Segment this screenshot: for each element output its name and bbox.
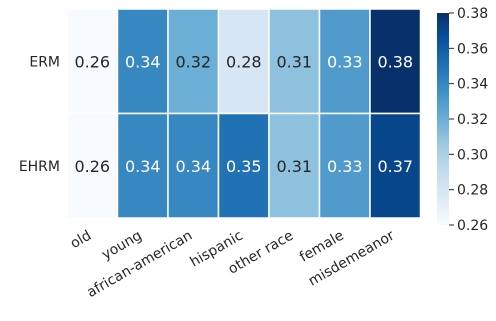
colorbar-tick-label: 0.36 xyxy=(457,41,488,57)
heatmap-cell xyxy=(116,8,169,115)
colorbar-gradient xyxy=(437,13,449,225)
cell-annotation: 0.28 xyxy=(226,52,262,71)
colorbar-tick-label: 0.34 xyxy=(457,77,488,93)
cell-annotation: 0.32 xyxy=(175,52,211,71)
colorbar-tick-label: 0.32 xyxy=(457,112,488,128)
colorbar-tick-label: 0.28 xyxy=(457,183,488,199)
cell-annotation: 0.31 xyxy=(276,157,312,176)
cell-annotation: 0.37 xyxy=(377,157,413,176)
cell-annotations: 0.26 0.34 0.32 0.28 0.31 0.33 0.38 0.26 0.34 0.34… xyxy=(74,52,413,176)
cell-annotation: 0.33 xyxy=(327,52,363,71)
cell-annotation: 0.38 xyxy=(377,52,413,71)
cell-annotation: 0.33 xyxy=(327,157,363,176)
heatmap-cell xyxy=(66,112,119,219)
heatmap-cell xyxy=(318,112,371,219)
colorbar: 0.26 0.28 0.30 0.32 0.34 0.36 0.38 xyxy=(437,6,488,234)
row-label: EHRM xyxy=(19,159,60,175)
cell-annotation: 0.34 xyxy=(125,52,161,71)
cell-annotation: 0.26 xyxy=(74,157,110,176)
column-label: misdemeanor xyxy=(306,227,398,289)
heatmap-cell xyxy=(318,8,371,115)
heatmap-cell xyxy=(268,112,321,219)
colorbar-tick-label: 0.38 xyxy=(457,6,488,22)
row-label: ERM xyxy=(29,54,60,70)
cell-annotation: 0.34 xyxy=(125,157,161,176)
column-label: old xyxy=(68,228,94,253)
cell-annotation: 0.31 xyxy=(276,52,312,71)
cell-annotation: 0.26 xyxy=(74,52,110,71)
cell-annotation: 0.35 xyxy=(226,157,262,176)
colorbar-tick-label: 0.30 xyxy=(457,147,488,163)
heatmap-cell xyxy=(66,8,119,115)
heatmap-cell xyxy=(369,112,422,219)
heatmap-cell xyxy=(167,112,220,219)
heatmap-cell xyxy=(116,112,169,219)
cell-annotation: 0.34 xyxy=(175,157,211,176)
row-labels: ERM EHRM xyxy=(19,54,60,175)
colorbar-tick-label: 0.26 xyxy=(457,218,488,234)
heatmap-cells xyxy=(66,8,422,219)
